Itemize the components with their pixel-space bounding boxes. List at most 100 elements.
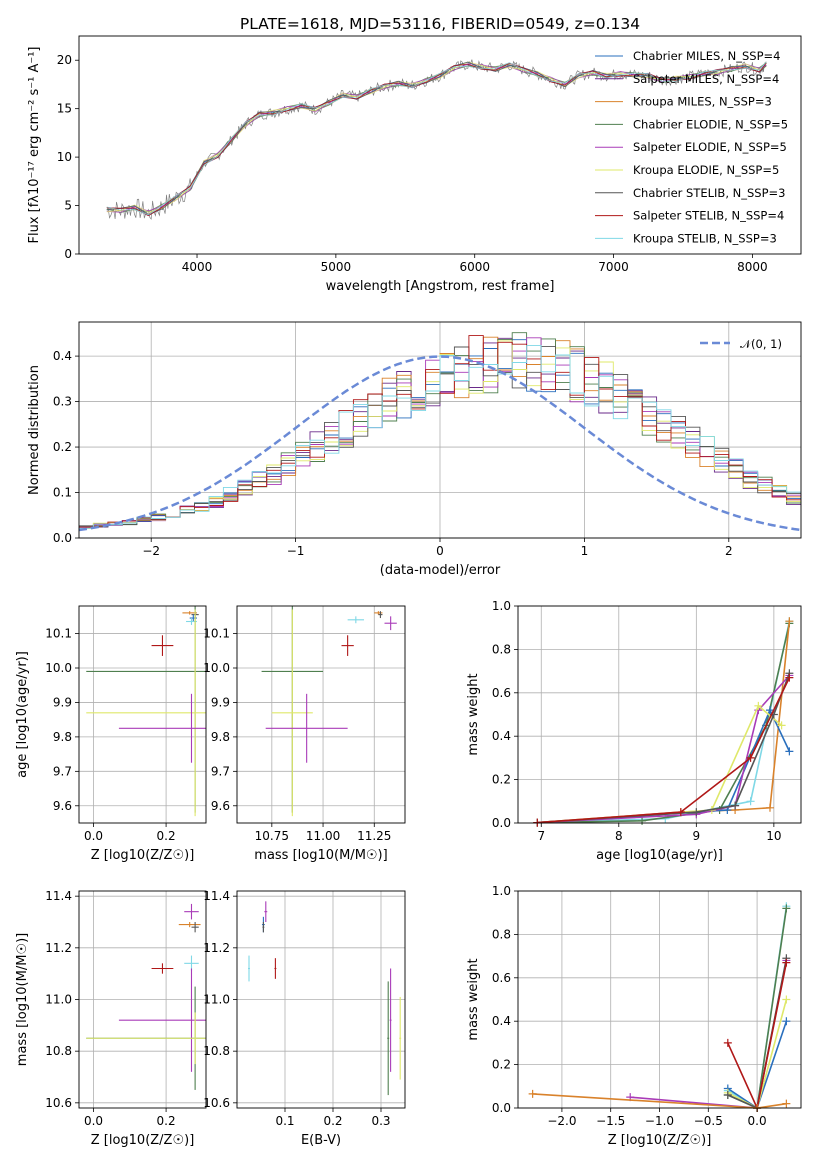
x-tick-label: 1 — [581, 544, 589, 558]
y-tick-label: 9.9 — [53, 695, 72, 709]
y-tick-label: 10.8 — [45, 1044, 72, 1058]
y-axis-label: mass weight — [466, 958, 481, 1040]
errorbar-points — [86, 606, 206, 817]
y-tick-label: 0.8 — [492, 927, 511, 941]
weight-marker-kroupa_elodie — [754, 701, 763, 710]
weight-marker-kroupa_miles — [785, 617, 794, 626]
x-tick-label: −2.0 — [547, 1114, 576, 1128]
weight-marker-kroupa_miles — [765, 803, 774, 812]
weight-marker-kroupa_elodie — [777, 721, 786, 730]
weight-marker-chabrier_stelib — [692, 808, 701, 817]
x-tick-label: 9 — [693, 829, 701, 843]
y-tick-label: 10.6 — [45, 1096, 72, 1110]
y-tick-label: 11.4 — [45, 889, 72, 903]
y-tick-label: 0.2 — [492, 773, 511, 787]
y-tick-label: 0.2 — [53, 440, 72, 454]
weight-marker-chabrier_stelib — [723, 1090, 732, 1099]
weight-marker-chabrier_stelib — [731, 801, 740, 810]
y-axis-label: age [log10(age/yr)] — [15, 651, 30, 778]
y-tick-label: 9.6 — [53, 799, 72, 813]
legend-entry-salpeter_miles: Salpeter MILES, N_SSP=4 — [633, 72, 779, 86]
model-spectrum-kroupa_elodie — [106, 61, 767, 213]
x-tick-label: −1 — [287, 544, 305, 558]
normal-distribution-curve — [78, 355, 802, 532]
y-tick-label: 0.1 — [53, 486, 72, 500]
y-axis-label: Normed distribution — [27, 365, 42, 495]
legend-entry-salpeter_stelib: Salpeter STELIB, N_SSP=4 — [633, 209, 784, 223]
x-tick-label: 0.0 — [84, 829, 103, 843]
x-axis-label: age [log10(age/yr)] — [596, 848, 723, 863]
x-tick-label: 0.2 — [157, 829, 176, 843]
weight-line-salpeter_elodie — [537, 674, 790, 824]
x-tick-label: 0.0 — [748, 1114, 767, 1128]
y-tick-label: 9.7 — [53, 764, 72, 778]
x-tick-label: 0.0 — [84, 1114, 103, 1128]
legend-entry-kroupa_stelib: Kroupa STELIB, N_SSP=3 — [633, 231, 777, 245]
x-tick-label: 4000 — [182, 260, 213, 274]
x-tick-label: 6000 — [459, 260, 490, 274]
y-tick-label: 10.0 — [45, 661, 72, 675]
y-tick-label: 9.7 — [211, 764, 230, 778]
mass-vs-ebv-panel: 0.1 0.2 0.3 10.6 10.8 11.0 11.2 11.4 E(B-V) — [203, 889, 406, 1148]
massweight-vs-age-panel: 7 8 9 10 0.0 0.2 0.4 0.6 0.8 1.0 age [log10(age/yr… — [466, 599, 802, 863]
axes-frame — [236, 605, 406, 824]
age-vs-metallicity-panel: 0.0 0.2 9.6 9.7 9.8 9.9 10.0 10.1 Z [log10(Z/Z☉)… — [15, 605, 207, 863]
x-tick-label: 0.2 — [157, 1114, 176, 1128]
errorbar-points — [248, 901, 402, 1096]
y-tick-label: 0.6 — [492, 971, 511, 985]
y-tick-label: 0.8 — [492, 642, 511, 656]
weight-marker-salpeter_stelib — [746, 753, 755, 762]
y-tick-label: 11.0 — [45, 993, 72, 1007]
y-tick-label: 9.9 — [211, 695, 230, 709]
y-tick-label: 11.4 — [203, 889, 230, 903]
axes-frame — [78, 35, 802, 255]
errorbar-points — [261, 606, 397, 817]
x-tick-label: 0.1 — [275, 1114, 294, 1128]
residual-histogram-panel: −2 −1 0 1 2 0.0 0.1 0.2 0.3 0.4 (data-model)/error… — [27, 321, 802, 578]
x-tick-label: 2 — [725, 544, 733, 558]
x-axis-label: Z [log10(Z/Z☉)] — [91, 1133, 195, 1148]
y-tick-label: 11.2 — [45, 941, 72, 955]
y-tick-label: 0 — [64, 247, 72, 261]
y-axis-label: mass [log10(M/M☉)] — [15, 933, 30, 1066]
x-tick-label: 11.00 — [306, 829, 340, 843]
weight-marker-chabrier_elodie — [638, 816, 647, 825]
figure-title: PLATE=1618, MJD=53116, FIBERID=0549, z=0… — [240, 15, 640, 33]
y-tick-label: 10.6 — [203, 1096, 230, 1110]
histogram-step-kroupa_stelib — [79, 345, 801, 529]
y-tick-label: 0.0 — [492, 1101, 511, 1115]
x-tick-label: 5000 — [321, 260, 352, 274]
x-tick-label: 7000 — [598, 260, 629, 274]
x-axis-label: wavelength [Angstrom, rest frame] — [326, 279, 555, 294]
weight-marker-chabrier_miles — [765, 706, 774, 715]
spectrum-panel: 4000 5000 6000 7000 8000 0 5 10 15 20 wavelength [… — [27, 35, 802, 294]
weight-marker-salpeter_stelib — [676, 808, 685, 817]
weight-line-chabrier_elodie — [537, 623, 791, 824]
age-vs-mass-panel: 10.75 11.00 11.25 9.6 9.7 9.8 9.9 10.0 10.1 mass … — [203, 605, 406, 863]
legend-entry-chabrier_miles: Chabrier MILES, N_SSP=4 — [633, 49, 780, 63]
legend-entry-chabrier_elodie: Chabrier ELODIE, N_SSP=5 — [633, 117, 788, 131]
y-tick-label: 0.4 — [492, 1014, 511, 1028]
x-tick-label: 11.25 — [357, 829, 391, 843]
weight-marker-kroupa_elodie — [782, 995, 791, 1004]
weight-marker-chabrier_miles — [785, 747, 794, 756]
weight-marker-salpeter_stelib — [782, 958, 791, 967]
y-tick-label: 0.0 — [53, 531, 72, 545]
errorbar-points — [86, 903, 206, 1090]
weight-marker-salpeter_stelib — [785, 673, 794, 682]
legend-entry-normal: 𝒩(0, 1) — [740, 337, 782, 351]
legend-entry-chabrier_stelib: Chabrier STELIB, N_SSP=3 — [633, 186, 785, 200]
y-tick-label: 9.8 — [211, 730, 230, 744]
y-axis-label: mass weight — [466, 673, 481, 755]
x-tick-label: 10.75 — [255, 829, 289, 843]
x-axis-label: E(B-V) — [301, 1133, 341, 1148]
x-tick-label: 0 — [436, 544, 444, 558]
x-tick-label: 10 — [766, 829, 781, 843]
y-tick-label: 15 — [57, 102, 72, 116]
x-tick-label: 8 — [615, 829, 623, 843]
x-tick-label: 0.2 — [323, 1114, 342, 1128]
x-axis-label: Z [log10(Z/Z☉)] — [91, 848, 195, 863]
legend-entry-kroupa_elodie: Kroupa ELODIE, N_SSP=5 — [633, 163, 779, 177]
axes-frame — [78, 605, 207, 824]
